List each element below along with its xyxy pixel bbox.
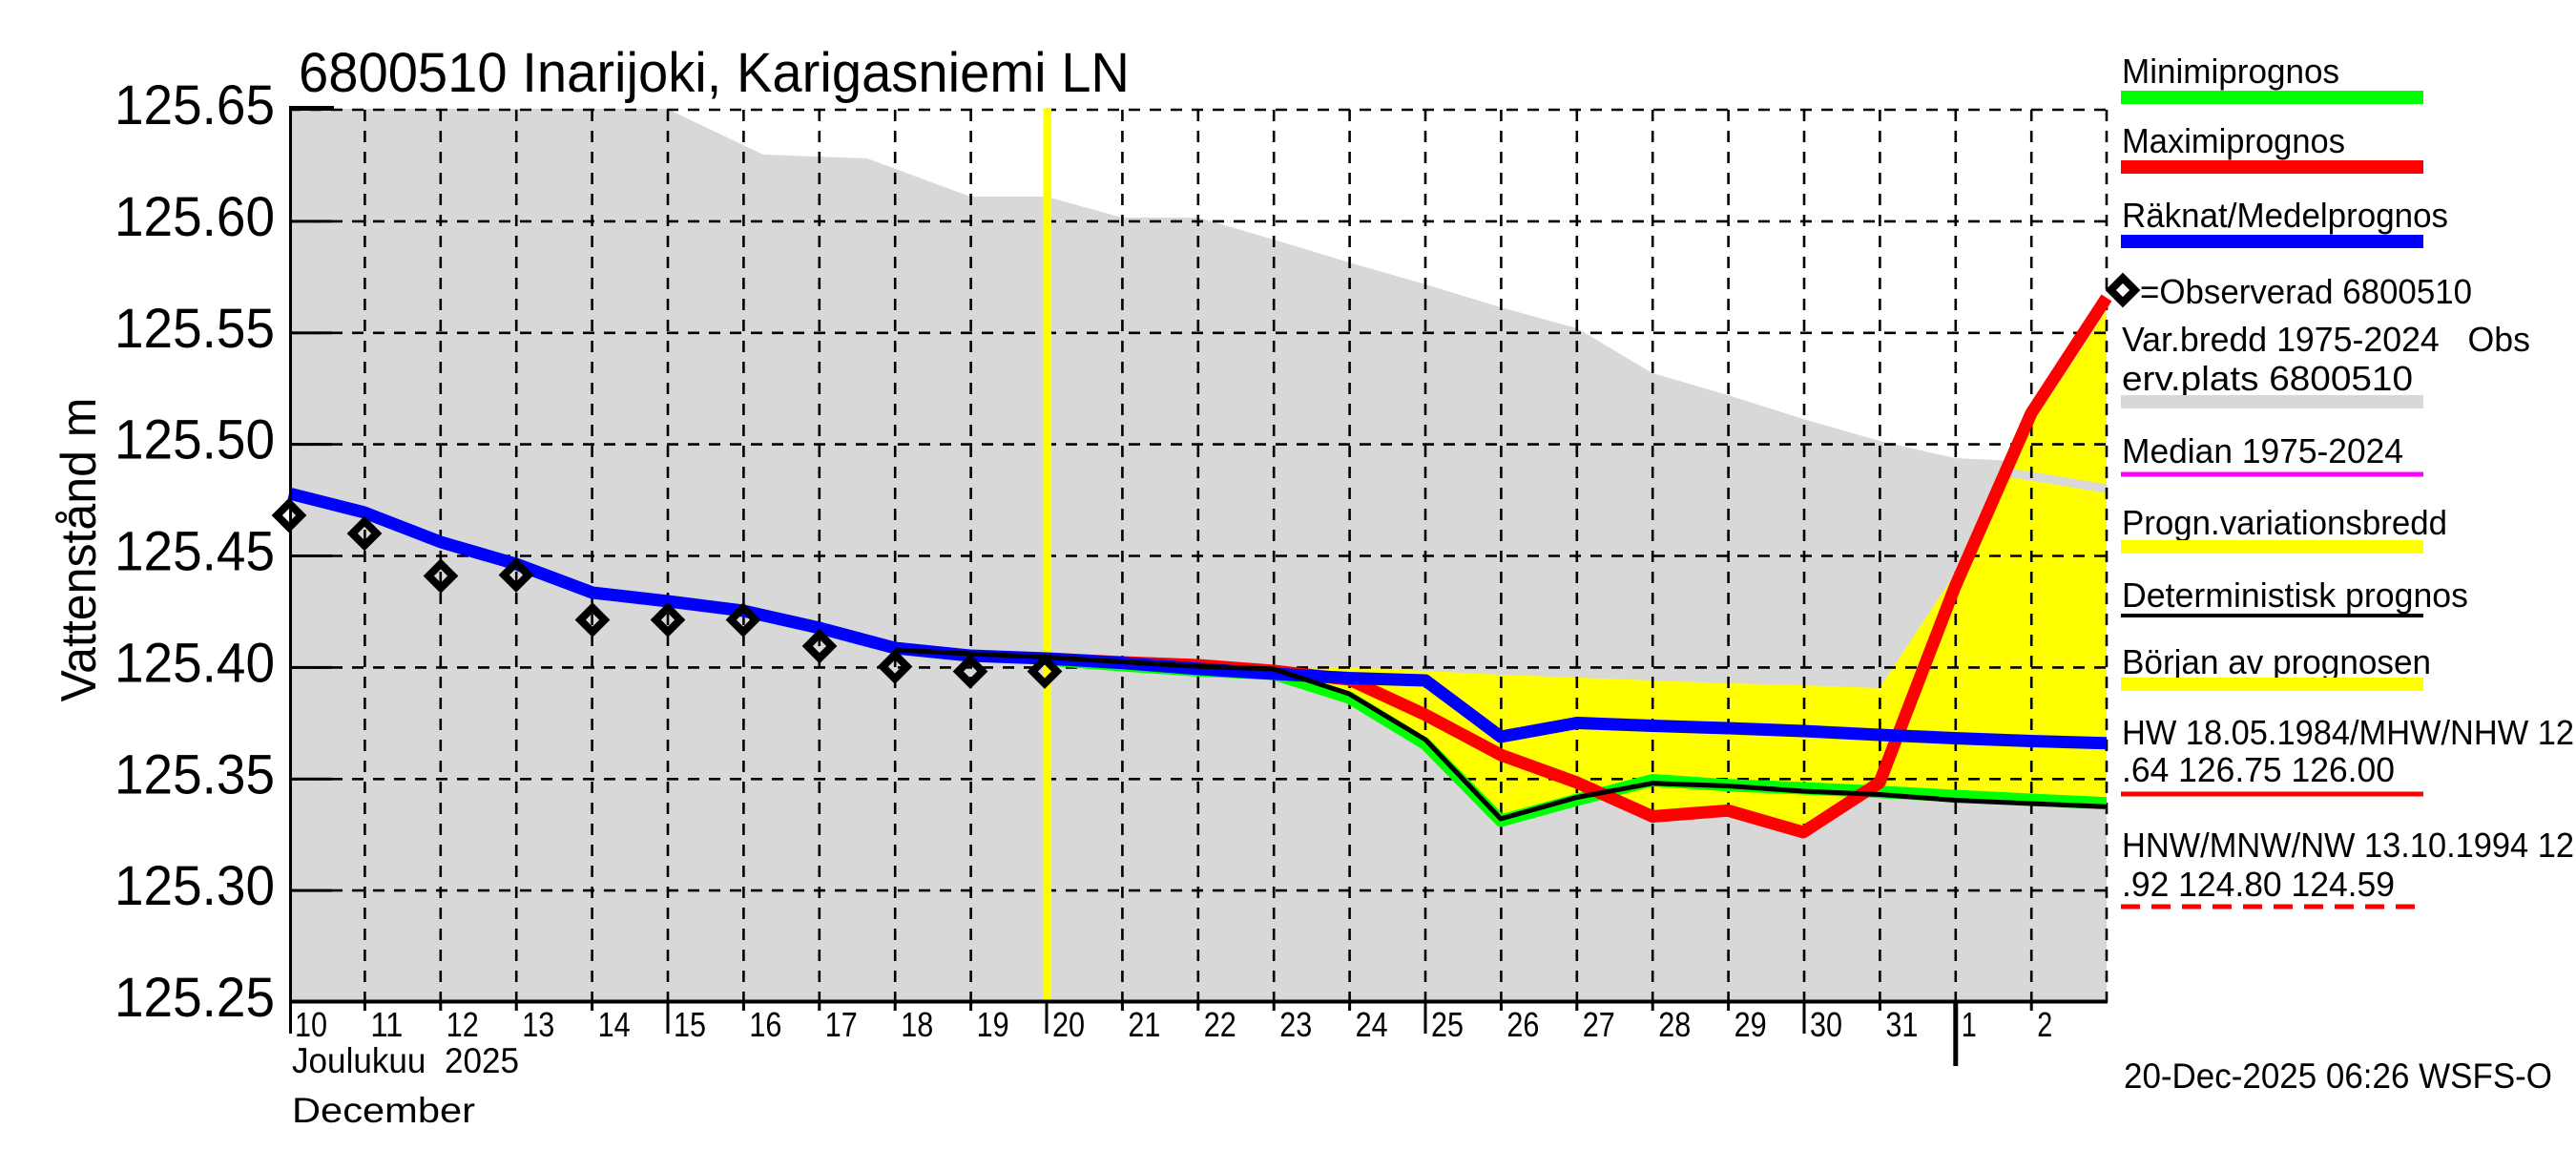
svg-text:15: 15 — [674, 1005, 706, 1044]
svg-text:29: 29 — [1735, 1005, 1767, 1044]
svg-text:Räknat/Medelprognos: Räknat/Medelprognos — [2122, 196, 2448, 235]
svg-text:Progn.variationsbredd: Progn.variationsbredd — [2122, 503, 2447, 542]
svg-text:Var.bredd 1975-2024 Obs: Var.bredd 1975-2024 Obs — [2122, 320, 2530, 359]
svg-text:21: 21 — [1128, 1005, 1160, 1044]
svg-text:11: 11 — [370, 1005, 403, 1044]
svg-text:26: 26 — [1506, 1005, 1539, 1044]
svg-text:22: 22 — [1204, 1005, 1236, 1044]
svg-text:125.55: 125.55 — [114, 298, 275, 360]
svg-text:1: 1 — [1962, 1005, 1977, 1044]
svg-text:20-Dec-2025 06:26 WSFS-O: 20-Dec-2025 06:26 WSFS-O — [2124, 1056, 2552, 1096]
svg-text:125.30: 125.30 — [114, 855, 275, 917]
svg-text:125.25: 125.25 — [114, 967, 275, 1029]
svg-text:13: 13 — [522, 1005, 554, 1044]
svg-text:=Observerad 6800510: =Observerad 6800510 — [2140, 272, 2472, 311]
svg-text:31: 31 — [1885, 1005, 1918, 1044]
svg-text:December: December — [292, 1091, 475, 1130]
svg-text:Deterministisk prognos: Deterministisk prognos — [2122, 575, 2468, 615]
svg-text:Joulukuu 2025: Joulukuu 2025 — [292, 1041, 519, 1080]
svg-text:Maximiprognos: Maximiprognos — [2122, 121, 2345, 160]
svg-text:24: 24 — [1356, 1005, 1388, 1044]
svg-text:18: 18 — [901, 1005, 933, 1044]
svg-text:2: 2 — [2037, 1005, 2052, 1044]
svg-text:10: 10 — [295, 1005, 327, 1044]
svg-text:Början av prognosen: Början av prognosen — [2122, 642, 2431, 681]
svg-text:125.40: 125.40 — [114, 632, 275, 694]
svg-text:125.45: 125.45 — [114, 521, 275, 583]
svg-text:125.65: 125.65 — [114, 74, 275, 136]
svg-text:27: 27 — [1583, 1005, 1615, 1044]
svg-text:12: 12 — [447, 1005, 479, 1044]
svg-text:25: 25 — [1431, 1005, 1464, 1044]
svg-text:16: 16 — [749, 1005, 781, 1044]
svg-text:6800510 Inarijoki, Karigasniem: 6800510 Inarijoki, Karigasniemi LN — [299, 42, 1130, 104]
svg-text:Vattenstånd m: Vattenstånd m — [52, 398, 107, 702]
svg-text:erv.plats 6800510: erv.plats 6800510 — [2122, 359, 2413, 398]
svg-text:Median 1975-2024: Median 1975-2024 — [2122, 431, 2403, 470]
svg-text:HW 18.05.1984/MHW/NHW 12: HW 18.05.1984/MHW/NHW 12 — [2122, 713, 2574, 752]
svg-text:125.60: 125.60 — [114, 186, 275, 248]
svg-text:125.50: 125.50 — [114, 409, 275, 471]
svg-text:Minimiprognos: Minimiprognos — [2122, 52, 2339, 91]
svg-text:14: 14 — [598, 1005, 631, 1044]
svg-text:.92 124.80 124.59: .92 124.80 124.59 — [2122, 865, 2395, 904]
svg-text:.64 126.75 126.00: .64 126.75 126.00 — [2122, 750, 2395, 789]
svg-text:HNW/MNW/NW 13.10.1994 12: HNW/MNW/NW 13.10.1994 12 — [2122, 826, 2574, 865]
svg-text:23: 23 — [1279, 1005, 1312, 1044]
svg-text:19: 19 — [977, 1005, 1009, 1044]
svg-text:20: 20 — [1052, 1005, 1085, 1044]
svg-text:30: 30 — [1810, 1005, 1842, 1044]
svg-text:28: 28 — [1658, 1005, 1691, 1044]
svg-text:17: 17 — [825, 1005, 858, 1044]
svg-text:125.35: 125.35 — [114, 743, 275, 805]
